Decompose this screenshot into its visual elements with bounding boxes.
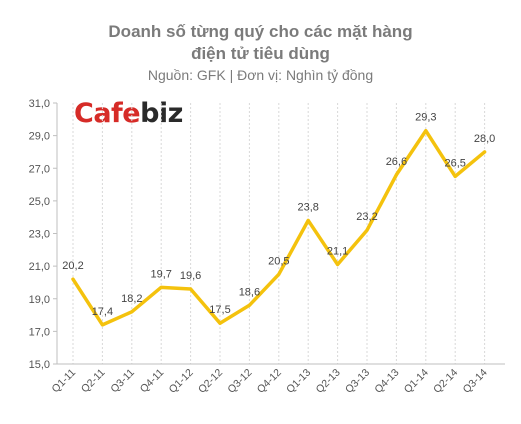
data-label: 20,5 xyxy=(268,255,289,267)
y-tick-label: 15,0 xyxy=(29,359,50,371)
chart-title-line2: điện tử tiêu dùng xyxy=(191,44,330,63)
x-tick-label: Q3-11 xyxy=(108,367,137,396)
x-tick-label: Q3-13 xyxy=(343,367,372,396)
data-point xyxy=(306,218,310,222)
data-point xyxy=(365,228,369,232)
data-point xyxy=(247,303,251,307)
data-point xyxy=(483,150,487,154)
data-label: 19,6 xyxy=(180,270,201,282)
x-tick-label: Q2-13 xyxy=(314,367,343,396)
data-label: 26,6 xyxy=(386,156,407,168)
data-label: 29,3 xyxy=(415,112,436,124)
y-tick-label: 19,0 xyxy=(29,294,50,306)
data-point xyxy=(71,277,75,281)
y-tick-label: 27,0 xyxy=(29,163,50,175)
x-tick-label: Q4-13 xyxy=(372,367,401,396)
data-point xyxy=(159,285,163,289)
data-point xyxy=(100,323,104,327)
data-label: 17,4 xyxy=(92,306,113,318)
y-tick-label: 23,0 xyxy=(29,229,50,241)
data-point xyxy=(218,321,222,325)
logo-cafe-text: Cafe xyxy=(74,98,141,129)
data-label: 18,6 xyxy=(239,286,260,298)
data-label: 19,7 xyxy=(150,268,171,280)
chart-title: Doanh số từng quý cho các mặt hàng xyxy=(108,22,413,41)
x-tick-label: Q2-12 xyxy=(196,367,225,396)
data-label: 23,8 xyxy=(297,201,318,213)
x-tick-label: Q1-12 xyxy=(167,367,196,396)
x-tick-label: Q2-14 xyxy=(431,367,460,396)
x-tick-label: Q4-12 xyxy=(255,367,284,396)
y-tick-label: 17,0 xyxy=(29,326,50,338)
data-point xyxy=(130,310,134,314)
logo-biz-text: biz xyxy=(140,98,183,129)
data-point xyxy=(453,174,457,178)
y-tick-label: 25,0 xyxy=(29,196,50,208)
data-point xyxy=(277,272,281,276)
data-point xyxy=(336,262,340,266)
data-label: 18,2 xyxy=(121,293,142,305)
data-label: 28,0 xyxy=(474,133,495,145)
data-label: 23,2 xyxy=(356,211,377,223)
data-label: 20,2 xyxy=(62,260,83,272)
x-tick-label: Q3-14 xyxy=(461,367,490,396)
y-tick-label: 21,0 xyxy=(29,261,50,273)
data-point xyxy=(394,173,398,177)
data-label: 17,5 xyxy=(209,304,230,316)
x-tick-label: Q1-11 xyxy=(50,367,79,396)
data-point xyxy=(189,287,193,291)
x-tick-label: Q1-14 xyxy=(402,367,431,396)
x-tick-label: Q4-11 xyxy=(138,367,167,396)
y-tick-label: 29,0 xyxy=(29,131,50,143)
chart-subtitle: Nguồn: GFK | Đơn vị: Nghìn tỷ đồng xyxy=(147,67,374,83)
x-tick-label: Q2-11 xyxy=(79,367,108,396)
data-label: 26,5 xyxy=(444,157,465,169)
x-tick-label: Q1-13 xyxy=(284,367,313,396)
cafebiz-logo: Cafebiz xyxy=(74,97,183,131)
data-label: 21,1 xyxy=(327,245,348,257)
data-point xyxy=(424,129,428,133)
y-tick-label: 31,0 xyxy=(29,98,50,110)
x-tick-label: Q3-12 xyxy=(225,367,254,396)
